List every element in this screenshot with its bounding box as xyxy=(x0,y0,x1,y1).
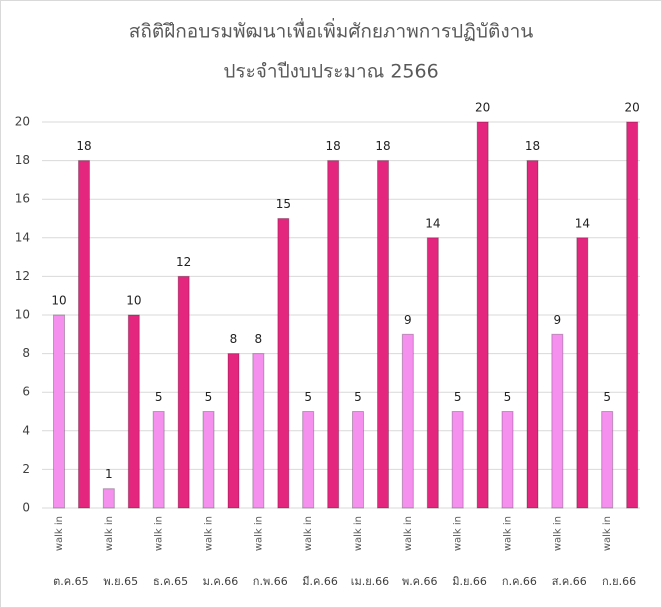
bar xyxy=(53,314,65,509)
bar xyxy=(501,411,514,509)
sub-category-label: walk in xyxy=(602,516,613,551)
sub-category-label: walk in xyxy=(154,516,165,551)
value-label: 1 xyxy=(105,467,113,481)
x-tick-label: พ.ค.66 xyxy=(402,575,438,588)
bar xyxy=(202,411,215,509)
value-label: 5 xyxy=(205,390,213,404)
bar xyxy=(152,411,165,509)
bar xyxy=(252,353,265,509)
x-tick-label: ธ.ค.65 xyxy=(153,575,188,588)
bar xyxy=(102,488,115,509)
bar xyxy=(177,275,190,509)
value-label: 9 xyxy=(404,313,412,327)
bar xyxy=(377,160,389,509)
value-label: 5 xyxy=(304,390,312,404)
x-tick-label: เม.ย.66 xyxy=(351,575,389,588)
sub-category-label: walk in xyxy=(54,516,65,551)
bar xyxy=(626,121,639,509)
sub-category-label: walk in xyxy=(353,516,364,551)
chart-subtitle: ประจำปีงบประมาณ 2566 xyxy=(223,61,438,83)
y-tick-label: 8 xyxy=(22,346,30,360)
y-tick-label: 16 xyxy=(15,192,30,206)
value-label: 18 xyxy=(326,139,341,153)
chart-title: สถิติฝึกอบรมพัฒนาเพื่อเพิ่มศักยภาพการปฏิ… xyxy=(129,18,534,43)
y-tick-label: 2 xyxy=(22,462,30,476)
bar xyxy=(302,411,315,509)
y-tick-label: 20 xyxy=(15,115,30,129)
bar xyxy=(476,121,489,509)
value-label: 9 xyxy=(554,313,562,327)
x-tick-label: ก.ค.66 xyxy=(502,575,537,588)
sub-category-label: walk in xyxy=(403,516,414,551)
bar xyxy=(352,411,364,509)
value-label: 5 xyxy=(354,390,362,404)
sub-category-label: walk in xyxy=(204,516,215,551)
value-label: 5 xyxy=(504,390,512,404)
value-label: 8 xyxy=(230,332,238,346)
y-tick-label: 10 xyxy=(15,308,30,322)
sub-category-label: walk in xyxy=(104,516,115,551)
value-label: 18 xyxy=(76,139,91,153)
y-tick-label: 4 xyxy=(22,423,30,437)
x-tick-label: ม.ค.66 xyxy=(203,575,239,588)
y-tick-label: 6 xyxy=(22,385,30,399)
x-tick-label: มี.ค.66 xyxy=(302,575,338,588)
sub-category-label: walk in xyxy=(303,516,314,551)
value-label: 18 xyxy=(525,139,540,153)
bar xyxy=(551,333,564,509)
bar xyxy=(401,333,414,509)
y-tick-label: 18 xyxy=(15,153,30,167)
bar xyxy=(451,411,464,509)
bar xyxy=(78,160,90,509)
value-label: 18 xyxy=(375,139,390,153)
value-label: 15 xyxy=(276,197,291,211)
sub-category-label: walk in xyxy=(253,516,264,551)
x-tick-label: มิ.ย.66 xyxy=(452,575,487,588)
value-label: 5 xyxy=(603,390,611,404)
value-label: 14 xyxy=(425,216,440,230)
bar xyxy=(601,411,614,509)
value-label: 10 xyxy=(51,294,66,308)
x-tick-label: ต.ค.65 xyxy=(53,575,89,588)
y-tick-label: 14 xyxy=(15,230,30,244)
value-label: 10 xyxy=(126,294,141,308)
bar xyxy=(576,237,589,509)
x-tick-label: ส.ค.66 xyxy=(552,575,587,588)
sub-category-label: walk in xyxy=(503,516,514,551)
value-label: 20 xyxy=(475,101,490,115)
x-tick-label: ก.ย.66 xyxy=(602,575,636,588)
sub-category-label: walk in xyxy=(552,516,563,551)
bar xyxy=(327,160,340,509)
x-tick-label: ก.พ.66 xyxy=(253,575,288,588)
x-tick-label: พ.ย.65 xyxy=(103,575,138,588)
bar xyxy=(277,218,290,509)
y-tick-label: 12 xyxy=(15,269,30,283)
bar xyxy=(526,160,539,509)
value-label: 5 xyxy=(454,390,462,404)
y-tick-label: 0 xyxy=(22,501,30,515)
bar xyxy=(426,237,439,509)
bar xyxy=(127,314,140,509)
value-label: 12 xyxy=(176,255,191,269)
value-label: 20 xyxy=(625,101,640,115)
value-label: 14 xyxy=(575,216,590,230)
sub-category-label: walk in xyxy=(453,516,464,551)
value-label: 8 xyxy=(255,332,263,346)
bar xyxy=(227,353,240,509)
value-label: 5 xyxy=(155,390,163,404)
